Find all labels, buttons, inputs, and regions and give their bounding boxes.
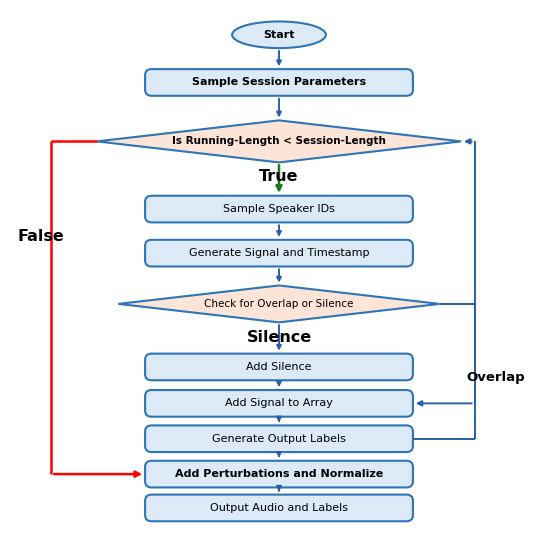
Text: Silence: Silence bbox=[247, 329, 311, 345]
Text: Sample Session Parameters: Sample Session Parameters bbox=[192, 77, 366, 88]
Text: Is Running-Length < Session-Length: Is Running-Length < Session-Length bbox=[172, 136, 386, 146]
Text: Overlap: Overlap bbox=[466, 371, 525, 384]
FancyBboxPatch shape bbox=[145, 390, 413, 417]
Text: Start: Start bbox=[263, 30, 295, 40]
Polygon shape bbox=[118, 286, 440, 323]
FancyBboxPatch shape bbox=[145, 69, 413, 96]
FancyBboxPatch shape bbox=[145, 426, 413, 452]
Text: Check for Overlap or Silence: Check for Overlap or Silence bbox=[204, 299, 354, 309]
Text: Add Signal to Array: Add Signal to Array bbox=[225, 398, 333, 409]
FancyBboxPatch shape bbox=[145, 354, 413, 380]
Polygon shape bbox=[97, 120, 461, 162]
FancyBboxPatch shape bbox=[145, 494, 413, 521]
FancyBboxPatch shape bbox=[145, 461, 413, 488]
Text: Add Perturbations and Normalize: Add Perturbations and Normalize bbox=[175, 469, 383, 479]
Text: Output Audio and Labels: Output Audio and Labels bbox=[210, 503, 348, 513]
FancyBboxPatch shape bbox=[145, 196, 413, 222]
FancyBboxPatch shape bbox=[145, 240, 413, 266]
Text: Generate Output Labels: Generate Output Labels bbox=[212, 434, 346, 444]
Text: True: True bbox=[259, 169, 299, 184]
Text: False: False bbox=[17, 229, 64, 244]
Text: Add Silence: Add Silence bbox=[246, 362, 312, 372]
Text: Sample Speaker IDs: Sample Speaker IDs bbox=[223, 204, 335, 214]
Text: Generate Signal and Timestamp: Generate Signal and Timestamp bbox=[189, 248, 369, 258]
Ellipse shape bbox=[232, 21, 326, 48]
